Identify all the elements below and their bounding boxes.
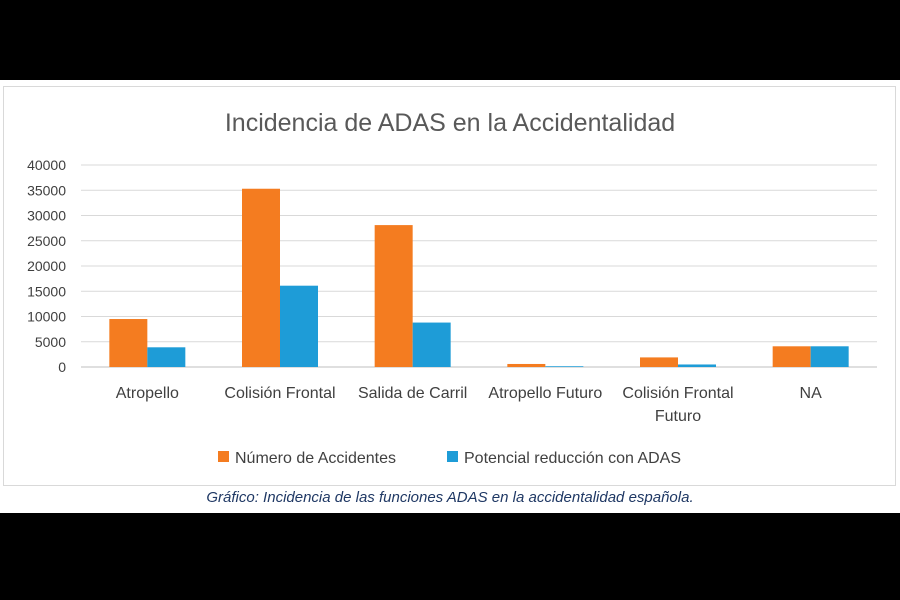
bar-reduccion [678, 364, 716, 367]
y-tick-label: 15000 [27, 283, 66, 299]
x-tick-label: Atropello Futuro [488, 385, 602, 402]
bar-accidentes [374, 225, 413, 367]
y-tick-label: 30000 [27, 208, 66, 224]
y-tick-label: 40000 [27, 157, 66, 173]
x-tick-label: NA [800, 385, 823, 402]
chart-caption: Gráfico: Incidencia de las funciones ADA… [206, 489, 694, 506]
y-tick-label: 25000 [27, 233, 66, 249]
legend-swatch [218, 451, 229, 462]
y-tick-label: 20000 [27, 258, 66, 274]
legend-swatch [447, 451, 458, 462]
x-tick-label: Atropello [116, 385, 179, 402]
bar-accidentes [640, 357, 678, 367]
bar-reduccion [412, 322, 451, 367]
bar-reduccion [810, 346, 849, 367]
y-tick-label: 5000 [35, 334, 66, 350]
x-tick-label: Colisión Frontal [224, 385, 335, 402]
y-tick-label: 0 [58, 359, 66, 375]
legend-label: Potencial reducción con ADAS [464, 450, 681, 467]
chart-frame: Incidencia de ADAS en la Accidentalidad 0… [3, 86, 896, 486]
legend-label: Número de Accidentes [235, 450, 396, 467]
bar-accidentes [772, 346, 811, 367]
bar-accidentes [242, 188, 280, 367]
bar-accidentes [109, 319, 148, 367]
bar-reduccion [280, 285, 318, 367]
bar-reduccion [545, 366, 584, 367]
chart-title: Incidencia de ADAS en la Accidentalidad [225, 109, 675, 137]
x-tick-label: Colisión Frontal [622, 385, 733, 402]
y-tick-label: 10000 [27, 309, 66, 325]
bar-chart: Incidencia de ADAS en la Accidentalidad 0… [27, 109, 877, 467]
bar-accidentes [507, 363, 546, 367]
bar-reduccion [147, 347, 186, 367]
x-tick-label: Futuro [655, 408, 701, 425]
y-tick-label: 35000 [27, 182, 66, 198]
chart-band: Incidencia de ADAS en la Accidentalidad 0… [0, 80, 900, 513]
x-tick-label: Salida de Carril [358, 385, 467, 402]
